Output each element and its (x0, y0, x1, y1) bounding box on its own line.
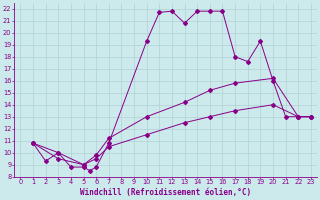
X-axis label: Windchill (Refroidissement éolien,°C): Windchill (Refroidissement éolien,°C) (80, 188, 251, 197)
